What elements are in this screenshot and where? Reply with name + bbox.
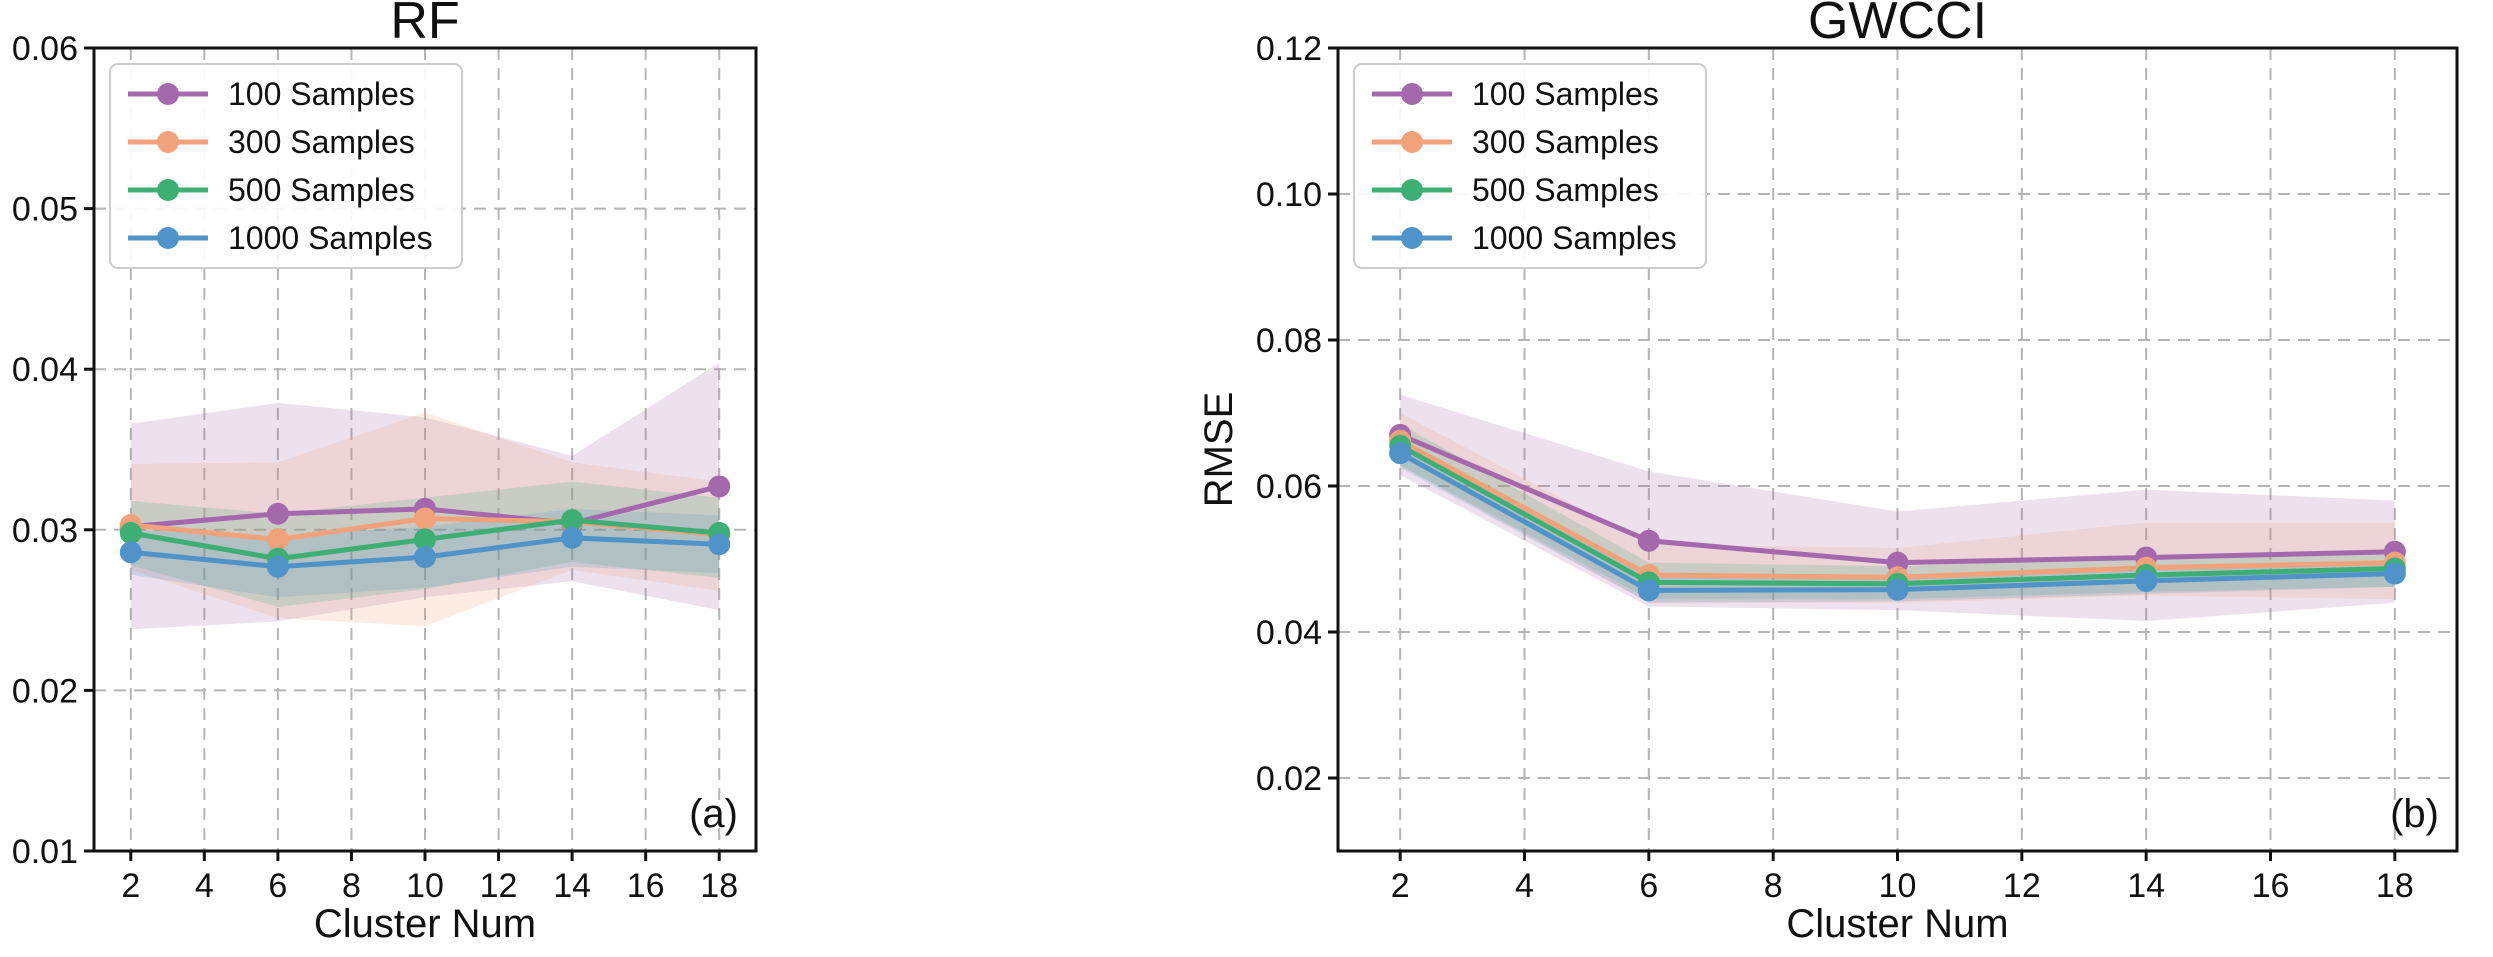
- x-tick-label: 2: [1391, 867, 1410, 905]
- y-tick-label: 0.05: [12, 191, 78, 229]
- legend-marker-2: [1401, 131, 1423, 153]
- y-tick-label: 0.08: [1256, 322, 1322, 360]
- data-point: [414, 546, 436, 569]
- y-tick-label: 0.01: [12, 833, 78, 871]
- y-tick-label: 0.10: [1256, 176, 1322, 214]
- x-tick-label: 10: [406, 867, 444, 905]
- x-tick-label: 18: [700, 867, 738, 905]
- data-point: [266, 555, 289, 578]
- y-tick-label: 0.04: [1256, 614, 1322, 652]
- x-tick-label: 12: [480, 867, 518, 905]
- legend: 100 Samples 300 Samples 500 Samples 1000 Sa…: [109, 63, 463, 269]
- legend-marker-4: [157, 227, 179, 249]
- legend-marker-3: [157, 179, 179, 201]
- x-tick-label: 16: [2252, 867, 2290, 905]
- data-point: [1637, 579, 1660, 602]
- y-tick-label: 0.02: [1256, 760, 1322, 798]
- y-tick-label: 0.06: [1256, 468, 1322, 506]
- data-point: [266, 528, 289, 551]
- panel-label: (a): [689, 792, 738, 836]
- x-tick-label: 14: [553, 867, 591, 905]
- y-tick-label: 0.04: [12, 351, 78, 389]
- legend-marker-1: [157, 83, 179, 105]
- x-tick-label: 16: [627, 867, 665, 905]
- legend-label-2: 300 Samples: [1472, 124, 1659, 160]
- y-tick-label: 0.02: [12, 672, 78, 710]
- y-tick-label: 0.06: [12, 30, 78, 68]
- data-point: [1886, 578, 1909, 601]
- chart-panel-1: 2 4 6 8 10 12 14 16 18 0.01 0.02 0.03 0.04 0.05 0.06 RF…: [12, 0, 758, 946]
- x-tick-label: 10: [1879, 867, 1917, 905]
- data-point: [414, 507, 436, 530]
- x-tick-label: 8: [342, 867, 361, 905]
- x-axis-label: Cluster Num: [314, 902, 536, 946]
- legend-label-3: 500 Samples: [1472, 172, 1659, 208]
- panel-label: (b): [2390, 792, 2439, 836]
- legend-marker-3: [1401, 179, 1423, 201]
- data-point: [1389, 442, 1412, 465]
- x-tick-label: 6: [268, 867, 287, 905]
- x-tick-label: 18: [2376, 867, 2414, 905]
- legend-box: [109, 63, 463, 269]
- data-point: [414, 528, 436, 551]
- data-point: [561, 509, 584, 532]
- data-point: [1637, 529, 1660, 552]
- legend: 100 Samples 300 Samples 500 Samples 1000 Sa…: [1353, 63, 1707, 269]
- x-tick-label: 4: [1515, 867, 1534, 905]
- legend-marker-2: [157, 131, 179, 153]
- legend-box: [1353, 63, 1707, 269]
- confidence-band-4: [1400, 438, 2395, 603]
- x-tick-label: 4: [195, 867, 214, 905]
- x-tick-label: 12: [2003, 867, 2041, 905]
- data-point: [266, 502, 289, 525]
- data-point: [119, 541, 142, 564]
- y-axis-label: RMSE: [1197, 392, 1241, 508]
- x-axis-label: Cluster Num: [1786, 902, 2008, 946]
- x-tick-label: 8: [1764, 867, 1783, 905]
- chart-title: RF: [390, 0, 459, 50]
- legend-label-3: 500 Samples: [228, 172, 415, 208]
- data-point: [119, 522, 142, 545]
- chart-panel-2: 2 4 6 8 10 12 14 16 18 0.02 0.04 0.06 0.08 0.10 0.12 GW…: [1197, 0, 2459, 946]
- x-tick-label: 6: [1639, 867, 1658, 905]
- x-tick-label: 14: [2127, 867, 2165, 905]
- data-point: [708, 533, 731, 556]
- legend-label-1: 100 Samples: [228, 76, 415, 112]
- y-tick-label: 0.12: [1256, 30, 1322, 68]
- y-tick-label: 0.03: [12, 512, 78, 550]
- legend-marker-1: [1401, 83, 1423, 105]
- data-point: [561, 526, 584, 549]
- legend-label-4: 1000 Samples: [1472, 220, 1677, 256]
- legend-label-2: 300 Samples: [228, 124, 415, 160]
- data-point: [2383, 562, 2406, 585]
- confidence-band-3: [1400, 423, 2395, 600]
- chart-title: GWCCI: [1808, 0, 1987, 50]
- x-tick-label: 2: [121, 867, 140, 905]
- data-point: [708, 475, 731, 498]
- legend-label-4: 1000 Samples: [228, 220, 433, 256]
- data-point: [2135, 569, 2158, 592]
- legend-marker-4: [1401, 227, 1423, 249]
- legend-label-1: 100 Samples: [1472, 76, 1659, 112]
